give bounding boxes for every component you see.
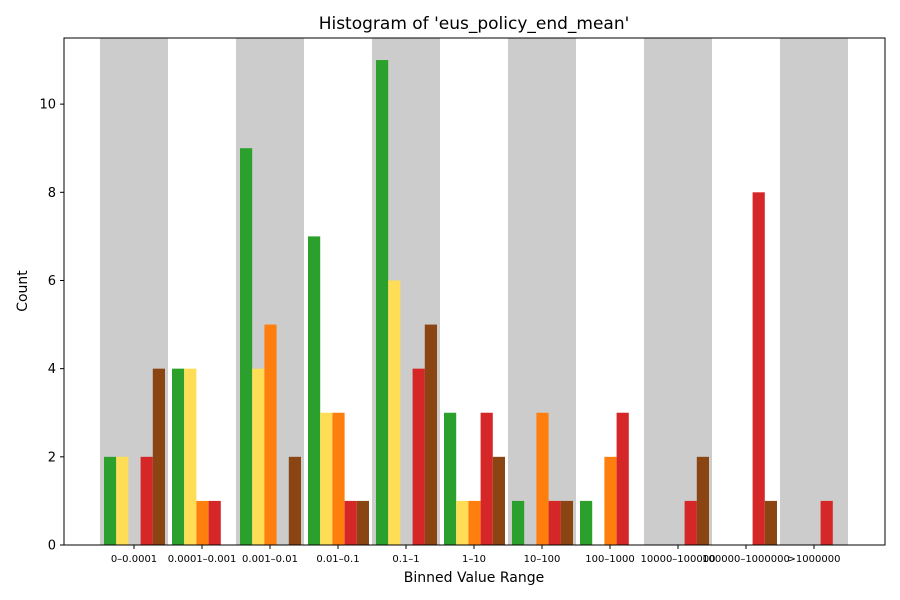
x-axis-label: Binned Value Range xyxy=(404,570,544,586)
bar xyxy=(536,412,549,545)
bar xyxy=(344,500,357,545)
bar xyxy=(104,456,117,545)
y-axis-label: Count xyxy=(15,270,31,312)
x-tick-label: 1–10 xyxy=(462,554,486,565)
bar xyxy=(184,368,197,545)
x-tick-label: 0.1–1 xyxy=(392,554,419,565)
y-tick-label: 0 xyxy=(48,539,56,554)
y-tick-label: 4 xyxy=(48,362,56,377)
bar xyxy=(616,412,629,545)
bar xyxy=(288,456,301,545)
bar xyxy=(252,368,265,545)
x-tick-label: 0.001–0.01 xyxy=(242,554,298,565)
bar xyxy=(320,412,333,545)
bar xyxy=(820,500,833,545)
y-tick-label: 10 xyxy=(39,98,56,113)
x-tick-label: 0.0001–0.001 xyxy=(168,554,237,565)
bar xyxy=(376,60,389,545)
bar xyxy=(696,456,709,545)
y-tick-label: 6 xyxy=(48,274,56,289)
bar xyxy=(332,412,345,545)
bar xyxy=(208,500,221,545)
x-tick-label: >1000000 xyxy=(788,554,841,565)
y-tick-label: 2 xyxy=(48,450,56,465)
bar xyxy=(752,192,765,545)
y-tick-label: 8 xyxy=(48,186,56,201)
shaded-bin-band xyxy=(780,38,848,545)
bar xyxy=(424,324,437,545)
bar xyxy=(444,412,457,545)
bar xyxy=(412,368,425,545)
bar xyxy=(492,456,505,545)
bar xyxy=(480,412,493,545)
bar xyxy=(172,368,185,545)
bar xyxy=(468,500,481,545)
bar xyxy=(196,500,209,545)
bar xyxy=(152,368,165,545)
bar xyxy=(240,148,253,545)
x-tick-label: 100000–1000000 xyxy=(702,554,790,565)
x-tick-label: 0–0.0001 xyxy=(111,554,157,565)
bar xyxy=(388,280,401,545)
bar xyxy=(764,500,777,545)
bar xyxy=(560,500,573,545)
bar xyxy=(548,500,561,545)
x-tick-label: 10000–100000 xyxy=(641,554,716,565)
x-tick-label: 0.01–0.1 xyxy=(316,554,359,565)
bar xyxy=(512,500,525,545)
x-tick-label: 100–1000 xyxy=(585,554,635,565)
bar xyxy=(684,500,697,545)
bar xyxy=(308,236,321,546)
bar xyxy=(116,456,129,545)
bar xyxy=(580,500,593,545)
bar xyxy=(456,500,469,545)
chart-title: Histogram of 'eus_policy_end_mean' xyxy=(319,14,630,34)
bar xyxy=(140,456,153,545)
bar xyxy=(264,324,277,545)
x-tick-label: 10–100 xyxy=(524,554,561,565)
plot-area: 0 2 4 6 8 10 0–0.0001 0.0001–0.001 0.001–0.01 0.0… xyxy=(39,37,886,565)
bar xyxy=(604,456,617,545)
bar xyxy=(356,500,369,545)
